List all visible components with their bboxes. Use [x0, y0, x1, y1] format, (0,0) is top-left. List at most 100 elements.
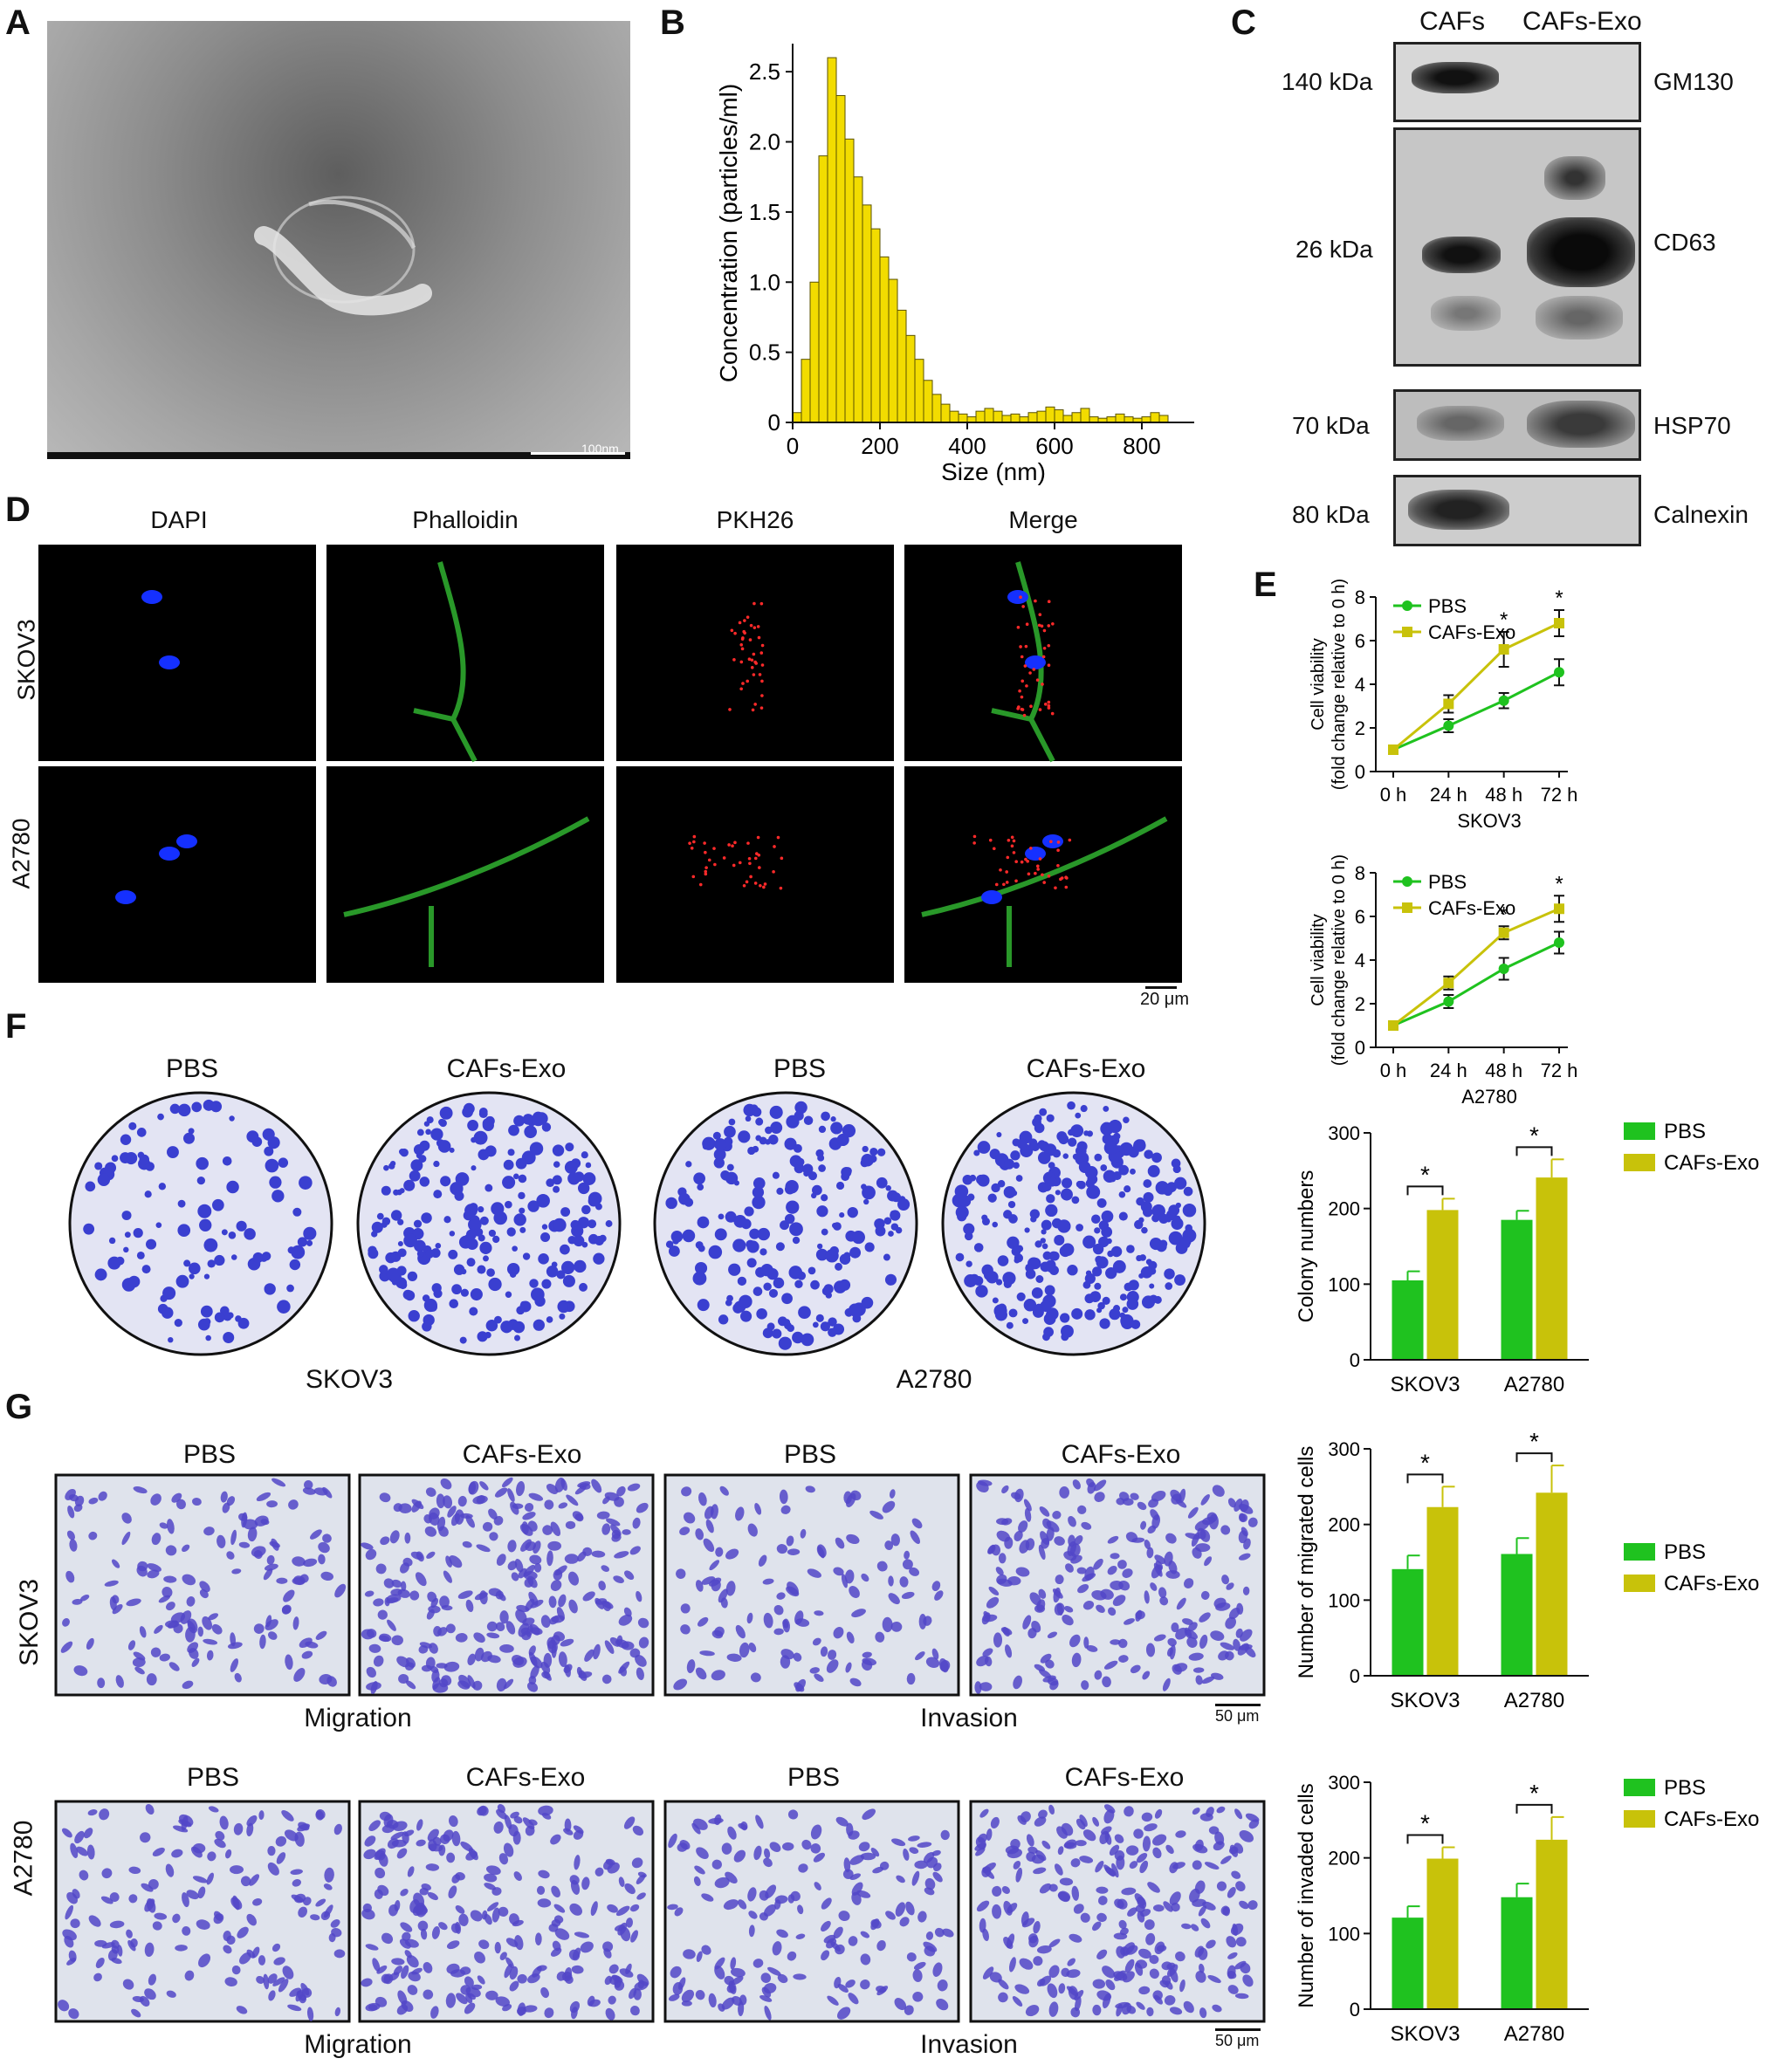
- wb-band: [1408, 490, 1509, 530]
- stained-cell: [1239, 1900, 1249, 1910]
- stained-cell: [1068, 1516, 1076, 1527]
- stained-cell: [249, 1874, 260, 1886]
- stained-cell: [582, 1591, 595, 1602]
- bar: [1392, 1568, 1424, 1676]
- stained-cell: [528, 1675, 537, 1685]
- colony: [1118, 1211, 1128, 1221]
- colony: [188, 1128, 195, 1135]
- pkh26-dot: [704, 866, 708, 869]
- stained-cell: [727, 1826, 737, 1840]
- stained-cell: [990, 1816, 1000, 1829]
- panel-letter-b: B: [660, 3, 685, 42]
- stained-cell: [137, 1561, 148, 1572]
- stained-cell: [130, 1938, 138, 1948]
- stained-cell: [530, 1656, 543, 1669]
- y-tick-label: 6: [1355, 906, 1365, 928]
- colony: [559, 1313, 566, 1320]
- colony: [1034, 1240, 1042, 1248]
- pkh26-dot: [759, 706, 764, 710]
- stained-cell: [790, 1890, 801, 1902]
- stained-cell: [777, 1973, 788, 1984]
- colony: [423, 1121, 430, 1127]
- colony: [1003, 1186, 1016, 1198]
- pkh26-dot: [1059, 877, 1062, 882]
- colony: [416, 1250, 424, 1258]
- stained-cell: [894, 1998, 907, 2011]
- stained-cell: [482, 1521, 493, 1532]
- stained-cell: [184, 1970, 195, 1981]
- colony: [449, 1231, 456, 1237]
- stained-cell: [479, 1590, 488, 1605]
- colony: [265, 1158, 279, 1173]
- stained-cell: [758, 1554, 767, 1567]
- stained-cell: [748, 1643, 757, 1653]
- stained-cell: [516, 1604, 530, 1613]
- colony: [812, 1184, 822, 1196]
- histogram-bar: [949, 410, 959, 423]
- stained-cell: [1124, 1806, 1134, 1817]
- stained-cell: [681, 2000, 692, 2007]
- stained-cell: [99, 1808, 110, 1821]
- pkh26-dot: [1021, 605, 1025, 608]
- significance-bracket: [1515, 1146, 1553, 1156]
- stained-cell: [931, 1849, 941, 1856]
- stained-cell: [759, 1890, 769, 1901]
- stained-cell: [848, 1936, 858, 1946]
- colony: [246, 1130, 259, 1143]
- stained-cell: [400, 1889, 409, 1897]
- colony: [94, 1162, 103, 1170]
- stained-cell: [725, 1871, 738, 1884]
- stained-cell: [368, 1820, 381, 1831]
- colony: [162, 1286, 176, 1300]
- colony: [1128, 1280, 1139, 1291]
- stained-cell: [1124, 1959, 1135, 1973]
- colony: [529, 1142, 544, 1156]
- colony: [766, 1322, 775, 1331]
- stained-cell: [1097, 1896, 1108, 1905]
- stained-cell: [542, 1525, 553, 1535]
- colony: [286, 1284, 294, 1293]
- stained-cell: [529, 1554, 542, 1565]
- stained-cell: [835, 1816, 849, 1827]
- colony: [1078, 1161, 1091, 1173]
- pkh26-dot: [742, 883, 746, 888]
- pkh26-dot: [750, 658, 754, 662]
- stained-cell: [361, 1542, 374, 1550]
- stained-cell: [1110, 1553, 1120, 1560]
- colony: [1094, 1227, 1101, 1234]
- histogram-bar: [984, 408, 994, 423]
- stained-cell: [436, 1493, 445, 1509]
- pkh26-dot: [1007, 838, 1011, 842]
- stained-cell: [1147, 1882, 1160, 1893]
- stained-cell: [1006, 1933, 1015, 1949]
- colony: [1123, 1116, 1130, 1123]
- stained-cell: [860, 1953, 871, 1966]
- colony: [399, 1188, 405, 1194]
- colony: [1046, 1114, 1055, 1122]
- colony: [505, 1200, 512, 1209]
- stained-cell: [773, 1628, 784, 1636]
- stained-cell: [318, 1541, 330, 1554]
- stained-cell: [1070, 1858, 1081, 1868]
- stained-cell: [797, 1904, 804, 1915]
- colony: [189, 1273, 195, 1280]
- stained-cell: [208, 1806, 219, 1813]
- stained-cell: [992, 1904, 1002, 1919]
- stained-cell: [165, 1545, 177, 1556]
- stained-cell: [807, 1568, 821, 1578]
- stained-cell: [912, 1992, 924, 2002]
- stained-cell: [677, 1842, 688, 1852]
- stained-cell: [93, 1973, 102, 1982]
- data-point: [1443, 698, 1454, 710]
- stained-cell: [197, 1626, 203, 1637]
- stained-cell: [1225, 1616, 1236, 1629]
- colony: [1037, 1151, 1051, 1164]
- colony: [876, 1148, 886, 1156]
- colony: [478, 1108, 488, 1116]
- stained-cell: [472, 1495, 488, 1505]
- stained-cell: [608, 1995, 616, 2005]
- stained-cell: [862, 1808, 876, 1821]
- colony: [852, 1314, 862, 1323]
- wb-band: [1544, 156, 1605, 200]
- stained-cell: [637, 1871, 647, 1878]
